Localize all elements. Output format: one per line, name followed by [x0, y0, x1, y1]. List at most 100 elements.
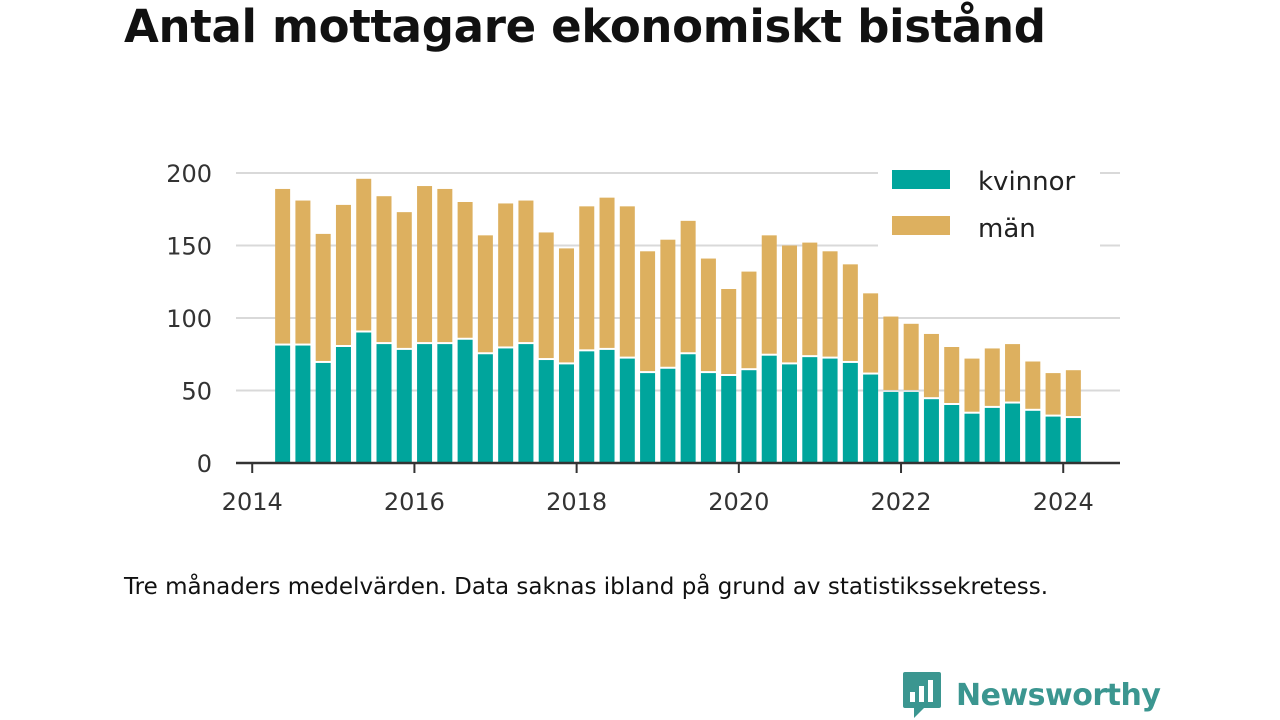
bar-kvinnor — [761, 355, 777, 463]
bar-kvinnor — [903, 391, 919, 463]
bar-kvinnor — [822, 358, 838, 463]
bar-man — [599, 197, 615, 348]
bar-man — [275, 188, 291, 344]
bar-man — [356, 178, 372, 331]
bar-man — [1065, 370, 1081, 417]
x-tick-label: 2020 — [708, 488, 769, 516]
bar-kvinnor — [842, 362, 858, 463]
brand-logo: Newsworthy — [902, 670, 1161, 720]
bar-man — [1045, 373, 1061, 415]
bar-man — [619, 206, 635, 357]
bar-man — [558, 248, 574, 363]
legend-label-man: män — [978, 214, 1036, 244]
bar-man — [883, 316, 899, 390]
bar-man — [903, 323, 919, 390]
bar-man — [538, 232, 554, 359]
bar-man — [741, 271, 757, 369]
bar-man — [396, 212, 412, 348]
bar-man — [782, 245, 798, 363]
bar-man — [376, 196, 392, 343]
bar-man — [842, 264, 858, 361]
bar-man — [1025, 361, 1041, 409]
legend-swatch-kvinnor — [892, 170, 950, 189]
bar-kvinnor — [1045, 416, 1061, 463]
bar-kvinnor — [721, 376, 737, 463]
bar-kvinnor — [396, 349, 412, 463]
bar-kvinnor — [964, 413, 980, 463]
bar-man — [315, 233, 331, 361]
bar-man — [457, 202, 473, 338]
bar-kvinnor — [315, 362, 331, 463]
x-tick-label: 2014 — [222, 488, 283, 516]
bar-kvinnor — [477, 354, 493, 463]
bar-man — [1005, 344, 1021, 402]
bar-man — [964, 358, 980, 412]
bar-kvinnor — [558, 364, 574, 463]
bar-kvinnor — [863, 374, 879, 463]
bar-kvinnor — [518, 344, 534, 463]
bar-kvinnor — [498, 348, 514, 463]
bar-kvinnor — [538, 360, 554, 463]
bar-kvinnor — [275, 345, 291, 463]
bar-kvinnor — [335, 347, 351, 463]
bar-man — [721, 289, 737, 374]
y-tick-label: 200 — [166, 160, 212, 188]
bar-kvinnor — [883, 391, 899, 463]
bar-kvinnor — [356, 332, 372, 463]
bar-kvinnor — [944, 405, 960, 463]
bar-kvinnor — [640, 373, 656, 463]
bar-kvinnor — [599, 349, 615, 463]
bar-man — [923, 333, 939, 398]
bar-man — [700, 258, 716, 372]
bar-kvinnor — [782, 364, 798, 463]
chart-title: Antal mottagare ekonomiskt bistånd — [124, 0, 1046, 53]
bar-man — [761, 235, 777, 354]
bar-man — [802, 242, 818, 356]
bar-kvinnor — [579, 351, 595, 463]
bar-man — [660, 239, 676, 367]
bar-man — [437, 188, 453, 343]
bar-man — [579, 206, 595, 350]
y-tick-label: 50 — [181, 378, 212, 406]
newsworthy-logo-icon — [903, 672, 941, 718]
bar-kvinnor — [984, 407, 1000, 463]
x-tick-label: 2016 — [384, 488, 445, 516]
chart-caption: Tre månaders medelvärden. Data saknas ib… — [124, 574, 1049, 600]
bar-man — [863, 293, 879, 373]
bar-man — [822, 251, 838, 357]
bar-man — [335, 204, 351, 345]
bar-man — [680, 220, 696, 353]
x-tick-label: 2022 — [870, 488, 931, 516]
x-tick-label: 2024 — [1033, 488, 1094, 516]
bar-kvinnor — [376, 344, 392, 463]
legend-label-kvinnor: kvinnor — [978, 167, 1076, 197]
bar-kvinnor — [802, 357, 818, 463]
bar-man — [518, 200, 534, 343]
bar-kvinnor — [680, 354, 696, 463]
bar-kvinnor — [619, 358, 635, 463]
bar-kvinnor — [700, 373, 716, 463]
y-tick-label: 0 — [197, 450, 212, 478]
bar-kvinnor — [457, 339, 473, 463]
bar-man — [640, 251, 656, 372]
x-tick-label: 2018 — [546, 488, 607, 516]
y-tick-label: 150 — [166, 233, 212, 261]
bar-man — [498, 203, 514, 347]
bar-man — [417, 186, 433, 343]
bar-kvinnor — [1005, 403, 1021, 463]
stacked-bar-chart: 0 50 100 150 200 2014 2016 2018 2020 2022 2024 kvi… — [166, 158, 1120, 516]
legend: kvinnor män — [878, 158, 1100, 254]
bar-kvinnor — [660, 368, 676, 463]
axes: 0 50 100 150 200 2014 2016 2018 2020 2022 2024 — [166, 160, 1120, 516]
bar-kvinnor — [923, 399, 939, 463]
y-tick-label: 100 — [166, 305, 212, 333]
bar-man — [944, 347, 960, 403]
bar-kvinnor — [1065, 418, 1081, 463]
bar-kvinnor — [1025, 410, 1041, 463]
bar-man — [984, 348, 1000, 406]
bar-kvinnor — [417, 344, 433, 463]
bar-kvinnor — [437, 344, 453, 463]
legend-swatch-man — [892, 216, 950, 235]
bar-kvinnor — [295, 345, 311, 463]
brand-name: Newsworthy — [956, 677, 1161, 713]
